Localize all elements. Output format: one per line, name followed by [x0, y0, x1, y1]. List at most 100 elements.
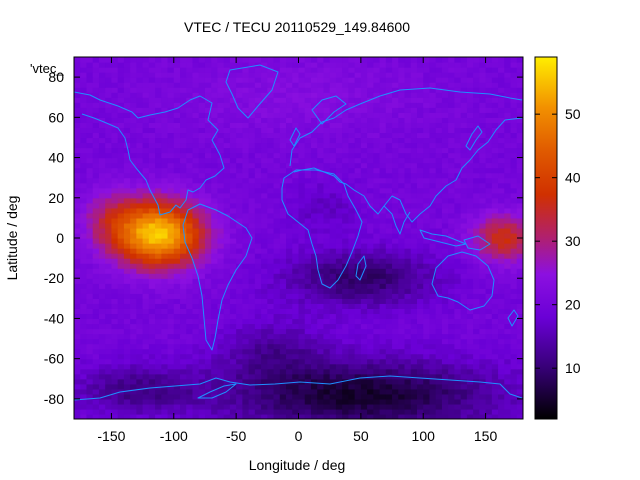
heatmap-cell: [416, 293, 424, 299]
heatmap-cell: [335, 167, 343, 174]
heatmap-cell: [180, 373, 187, 380]
heatmap-cell: [292, 248, 300, 254]
heatmap-cell: [223, 348, 231, 355]
heatmap-cell: [267, 353, 275, 360]
heatmap-cell: [242, 343, 250, 350]
heatmap-cell: [354, 338, 362, 345]
heatmap-cell: [329, 323, 337, 330]
heatmap-cell: [310, 408, 318, 415]
heatmap-cell: [80, 288, 88, 294]
heatmap-cell: [279, 343, 287, 350]
heatmap-cell: [498, 393, 505, 400]
heatmap-cell: [335, 408, 343, 415]
heatmap-cell: [217, 368, 225, 375]
heatmap-cell: [161, 288, 169, 294]
heatmap-cell: [323, 403, 331, 410]
heatmap-cell: [435, 288, 443, 294]
heatmap-cell: [286, 333, 293, 340]
heatmap-cell: [491, 232, 499, 239]
heatmap-cell: [292, 72, 300, 78]
heatmap-cell: [510, 323, 518, 330]
heatmap-cell: [304, 232, 312, 239]
heatmap-cell: [161, 308, 169, 315]
heatmap-cell: [298, 137, 306, 144]
heatmap-cell: [466, 112, 474, 118]
heatmap-cell: [466, 72, 474, 78]
heatmap-cell: [385, 112, 393, 118]
heatmap-cell: [485, 248, 493, 254]
heatmap-cell: [267, 293, 275, 299]
heatmap-cell: [292, 232, 300, 239]
heatmap-cell: [192, 388, 200, 395]
heatmap-cell: [485, 182, 493, 189]
heatmap-cell: [267, 187, 275, 194]
heatmap-cell: [410, 318, 418, 325]
heatmap-cell: [510, 202, 518, 209]
heatmap-cell: [379, 403, 387, 410]
heatmap-cell: [360, 222, 368, 229]
heatmap-cell: [335, 87, 343, 93]
heatmap-cell: [510, 122, 518, 128]
heatmap-cell: [504, 217, 512, 224]
heatmap-cell: [155, 333, 162, 340]
heatmap-cell: [379, 177, 387, 184]
heatmap-cell: [198, 368, 206, 375]
heatmap-cell: [323, 343, 331, 350]
heatmap-cell: [435, 308, 443, 315]
heatmap-cell: [398, 207, 406, 214]
heatmap-cell: [404, 408, 412, 415]
heatmap-cell: [304, 147, 312, 154]
heatmap-cell: [223, 263, 231, 269]
heatmap-cell: [167, 353, 175, 360]
heatmap-cell: [354, 202, 362, 209]
heatmap-cell: [279, 132, 287, 139]
heatmap-cell: [410, 243, 418, 249]
heatmap-cell: [416, 258, 424, 264]
heatmap-cell: [180, 137, 187, 144]
heatmap-cell: [105, 92, 113, 98]
heatmap-cell: [242, 393, 250, 400]
heatmap-cell: [254, 413, 262, 419]
heatmap-cell: [111, 253, 119, 259]
heatmap-cell: [198, 132, 206, 139]
heatmap-cell: [310, 333, 318, 340]
heatmap-cell: [123, 112, 131, 118]
heatmap-cell: [117, 97, 125, 103]
heatmap-cell: [105, 373, 113, 380]
heatmap-cell: [248, 127, 256, 134]
heatmap-cell: [136, 328, 144, 335]
heatmap-cell: [279, 72, 287, 78]
heatmap-cell: [404, 127, 412, 134]
heatmap-cell: [198, 82, 206, 88]
heatmap-cell: [435, 202, 443, 209]
heatmap-cell: [310, 368, 318, 375]
heatmap-cell: [348, 373, 356, 380]
heatmap-cell: [142, 348, 150, 355]
heatmap-cell: [310, 313, 318, 320]
heatmap-cell: [204, 97, 212, 103]
heatmap-cell: [80, 323, 88, 330]
heatmap-cell: [173, 308, 181, 315]
heatmap-cell: [117, 172, 125, 179]
heatmap-cell: [74, 142, 81, 149]
heatmap-cell: [385, 177, 393, 184]
heatmap-cell: [204, 343, 212, 350]
heatmap-cell: [211, 258, 219, 264]
heatmap-cell: [360, 303, 368, 309]
heatmap-cell: [429, 232, 437, 239]
heatmap-cell: [86, 243, 94, 249]
heatmap-cell: [204, 177, 212, 184]
heatmap-cell: [236, 177, 243, 184]
heatmap-cell: [286, 147, 293, 154]
heatmap-cell: [335, 112, 343, 118]
heatmap-cell: [416, 368, 424, 375]
heatmap-cell: [354, 398, 362, 405]
heatmap-cell: [267, 77, 275, 83]
heatmap-cell: [310, 217, 318, 224]
heatmap-cell: [510, 348, 518, 355]
heatmap-cell: [211, 358, 219, 365]
heatmap-cell: [86, 142, 94, 149]
heatmap-cell: [410, 82, 418, 88]
heatmap-cell: [373, 92, 381, 98]
heatmap-cell: [485, 378, 493, 385]
